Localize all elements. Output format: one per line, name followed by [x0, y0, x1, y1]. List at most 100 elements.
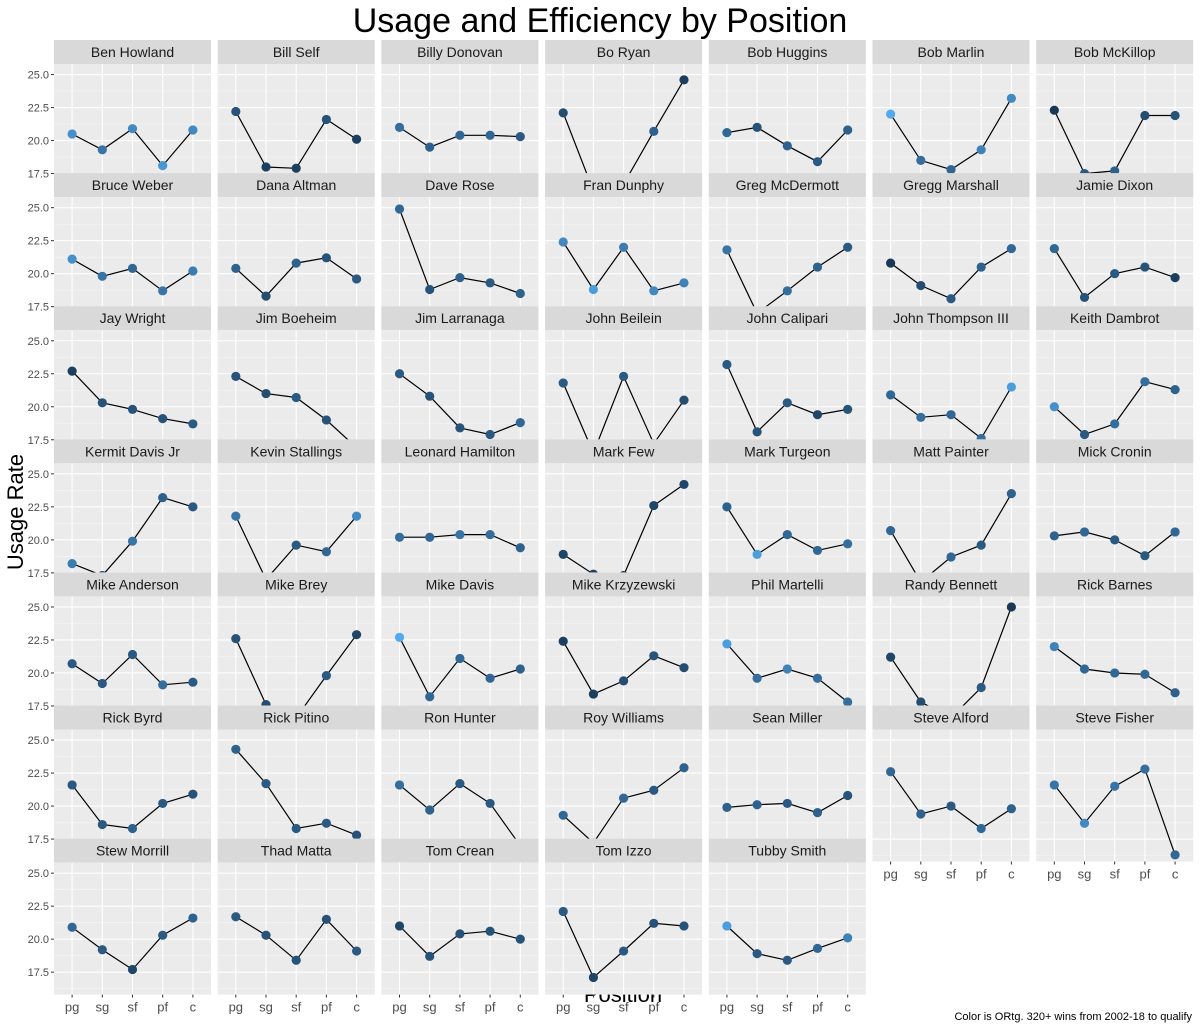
data-point [1079, 664, 1090, 674]
facet-strip-label: Jim Larranaga [415, 310, 505, 326]
x-tick-label: sf [455, 1000, 466, 1015]
data-point [321, 415, 331, 425]
data-point [188, 789, 198, 799]
data-point [722, 359, 732, 370]
data-point [619, 371, 629, 381]
x-tick-label: pg [883, 867, 897, 882]
y-tick-label: 20.0 [28, 269, 49, 281]
facet-strip-label: Bob McKillop [1074, 44, 1156, 60]
facet-panel: Thad Matta pg sg sf pf c [217, 838, 375, 1015]
data-point [558, 810, 568, 820]
data-point [97, 945, 107, 955]
data-point [1170, 527, 1180, 537]
data-point [679, 278, 689, 288]
facet-strip-label: Rick Barnes [1077, 576, 1152, 592]
facet-panels: Ben Howland 17.5 20.0 22.5 25.0 Bill Self Bill… [28, 40, 1194, 1015]
facet-strip [1036, 173, 1194, 198]
data-point [1049, 531, 1059, 541]
facet-panel: Dave Rose [381, 173, 539, 330]
facet-strip [217, 439, 375, 464]
data-point [351, 830, 362, 840]
x-tick-label: c [1172, 867, 1179, 882]
data-point [588, 689, 599, 699]
facet-panel: Bob Huggins [708, 40, 866, 196]
data-point [782, 955, 792, 965]
facet-strip-label: Mike Davis [426, 576, 494, 592]
data-point [485, 278, 495, 288]
facet-panel: Mike Davis [381, 572, 539, 729]
facet-panel: Phil Martelli [708, 572, 866, 729]
data-point [127, 404, 138, 414]
data-point [558, 636, 568, 646]
facet-strip [381, 838, 539, 863]
data-point [1049, 641, 1059, 652]
facet-strip-label: Dave Rose [425, 177, 494, 193]
data-point [558, 906, 568, 917]
facet-panel: Bo Ryan [545, 40, 703, 196]
facet-strip [872, 40, 1030, 64]
data-point [67, 780, 77, 790]
facet-strip [217, 838, 375, 863]
x-tick-label: sf [127, 1000, 138, 1015]
facet-strip-label: Bruce Weber [92, 177, 174, 193]
data-point [291, 540, 301, 550]
data-point [127, 124, 138, 134]
data-point [231, 744, 241, 754]
facet-strip-label: John Thompson III [893, 310, 1009, 326]
data-point [1006, 382, 1016, 392]
data-point [1006, 602, 1016, 612]
data-point [679, 479, 689, 490]
data-point [127, 649, 138, 660]
data-point [127, 263, 138, 273]
data-point [261, 291, 271, 301]
x-tick-label: pf [1139, 867, 1150, 882]
x-tick-label: pg [556, 1000, 570, 1015]
facet-strip [708, 439, 866, 464]
data-point [455, 529, 465, 540]
facet-panel: Greg McDermott [708, 173, 866, 330]
facet-strip [872, 439, 1030, 464]
data-point [1110, 269, 1120, 279]
facet-strip-label: Steve Alford [913, 710, 989, 726]
facet-strip [872, 572, 1030, 597]
data-point [1140, 764, 1150, 774]
data-point [321, 114, 331, 125]
x-tick-label: pf [321, 1000, 332, 1015]
facet-strip-label: Bob Marlin [918, 44, 985, 60]
data-point [976, 823, 986, 834]
y-tick-label: 20.0 [28, 934, 49, 946]
y-tick-label: 25.0 [28, 203, 49, 215]
data-point [843, 242, 853, 252]
y-tick-label: 22.5 [28, 901, 49, 913]
y-tick-label: 25.0 [28, 735, 49, 747]
facet-strip [1036, 439, 1194, 464]
y-tick-label: 22.5 [28, 103, 49, 115]
facet-strip-label: Greg McDermott [736, 177, 840, 193]
data-point [97, 271, 107, 281]
data-point [588, 972, 599, 983]
data-point [679, 395, 689, 405]
y-tick-label: 22.5 [28, 369, 49, 381]
data-point [679, 663, 689, 673]
data-point [976, 145, 986, 155]
facet-panel: Mark Few [545, 439, 703, 596]
x-tick-label: sf [1110, 867, 1121, 882]
data-point [231, 634, 241, 644]
data-point [1140, 110, 1150, 121]
y-tick-label: 17.5 [28, 302, 49, 314]
data-point [291, 955, 301, 965]
facet-strip-label: Jamie Dixon [1076, 177, 1153, 193]
data-point [394, 921, 405, 931]
y-tick-label: 20.0 [28, 668, 49, 680]
y-tick-label: 25.0 [28, 868, 49, 880]
data-point [558, 549, 568, 559]
data-point [916, 280, 926, 291]
data-point [843, 933, 853, 943]
facet-strip [545, 173, 703, 198]
facet-strip-label: Leonard Hamilton [405, 443, 516, 459]
data-point [843, 125, 853, 135]
facet-strip [381, 40, 539, 64]
data-point [231, 912, 241, 922]
data-point [649, 918, 659, 928]
facet-strip-label: Rick Byrd [103, 710, 163, 726]
